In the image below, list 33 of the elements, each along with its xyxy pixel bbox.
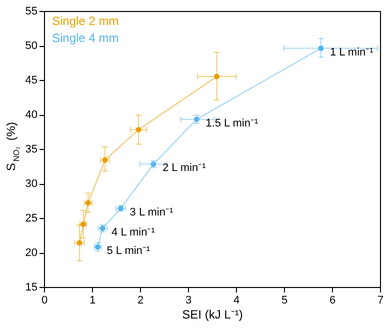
x-axis-title: SEI (kJ L⁻¹) [182, 308, 243, 322]
point [318, 46, 324, 51]
annotation: 1.5 L min⁻¹ [206, 117, 258, 130]
x-tick-label: 2 [137, 294, 144, 306]
x-tick-label: 0 [41, 294, 48, 306]
point [214, 74, 220, 80]
point [76, 240, 82, 246]
point [194, 116, 200, 122]
y-tick-label: 40 [25, 109, 38, 121]
text: Single 4 mm [52, 31, 119, 45]
y-tick-label: 50 [25, 40, 38, 52]
y-tick-label: 20 [25, 247, 38, 259]
x-tick-label: 5 [281, 294, 288, 306]
y-tick-label: 45 [25, 74, 38, 86]
x-tick-label: 3 [185, 294, 192, 306]
y-tick-label: 35 [25, 144, 38, 156]
x-tick-label: 6 [329, 294, 336, 306]
x-tick-label: 4 [233, 294, 240, 306]
annotation: 3 L min⁻¹ [130, 206, 174, 218]
point [136, 126, 142, 132]
x-tick-label: 1 [89, 294, 96, 306]
y-tick-label: 15 [25, 282, 38, 294]
annotation: 1 L min⁻¹ [330, 46, 374, 58]
annotation: 5 L min⁻¹ [106, 244, 150, 257]
annotation: 4 L min⁻¹ [112, 226, 156, 238]
y-tick-label: 55 [25, 6, 38, 18]
x-tick-label: 7 [377, 294, 384, 306]
point [102, 157, 108, 163]
annotation: 2 L min⁻¹ [162, 162, 206, 174]
y-axis-title: SNO₂ (%) [4, 122, 21, 171]
y-tick-label: 30 [25, 178, 38, 190]
text: Single 2 mm [52, 14, 119, 28]
y-tick-label: 25 [25, 212, 38, 224]
